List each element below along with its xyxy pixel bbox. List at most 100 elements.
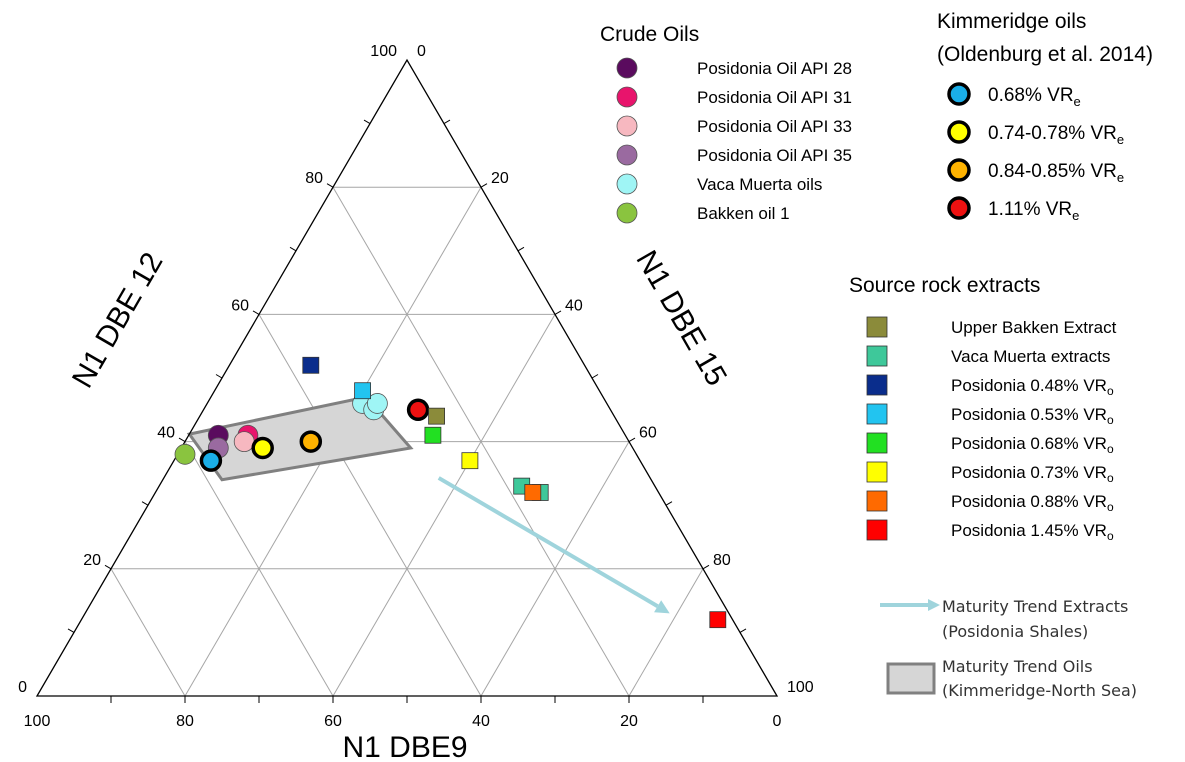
trend-oils-label-1: Maturity Trend Oils bbox=[942, 657, 1093, 676]
legend-kimmeridge-label: 0.68% VRe bbox=[988, 85, 1081, 109]
legend-crude-marker bbox=[616, 202, 638, 224]
legend-source-label: Posidonia 1.45% VRo bbox=[951, 521, 1114, 543]
tick-label-right: 60 bbox=[639, 425, 657, 442]
legend-kimmeridge-marker bbox=[947, 82, 971, 106]
trend-extracts-label-2: (Posidonia Shales) bbox=[942, 622, 1088, 641]
legend-source-label: Posidonia 0.73% VRo bbox=[951, 463, 1114, 485]
tick-mark-left bbox=[215, 374, 223, 379]
grid-line-dbe9 bbox=[110, 568, 186, 697]
legend-source-label: Posidonia 0.53% VRo bbox=[951, 405, 1114, 427]
legend-kimmeridge-oils: Kimmeridge oils (Oldenburg et al. 2014) … bbox=[937, 10, 1153, 223]
legend-crude-label: Vaca Muerta oils bbox=[697, 175, 822, 194]
legend-kimmeridge-label: 0.74-0.78% VRe bbox=[988, 123, 1124, 147]
data-points bbox=[174, 356, 727, 629]
legend-kimmeridge-marker bbox=[947, 196, 971, 220]
legend-source-marker bbox=[866, 316, 888, 338]
legend-source-marker bbox=[866, 461, 888, 483]
data-point-square bbox=[709, 611, 727, 629]
data-point-square bbox=[354, 382, 372, 400]
legend-crude-label: Posidonia Oil API 28 bbox=[697, 59, 852, 78]
data-point-circle bbox=[366, 393, 388, 414]
legend-crude-marker bbox=[616, 173, 638, 195]
tick-label-right: 80 bbox=[713, 552, 731, 569]
tick-mark-left bbox=[289, 246, 297, 252]
tick-mark-left bbox=[326, 183, 334, 188]
legend-kimmeridge-title-1: Kimmeridge oils bbox=[937, 10, 1086, 33]
tick-label-left: 100 bbox=[370, 43, 397, 60]
tick-label-right: 0 bbox=[417, 43, 426, 60]
tick-mark-right bbox=[702, 564, 710, 570]
data-point-circle bbox=[174, 443, 196, 465]
tick-label-bottom: 80 bbox=[176, 713, 194, 730]
axis-ticks: 100 80 60 40 20 0 0 20 40 60 80 100 0 20 40 60 80 100 bbox=[18, 43, 814, 730]
data-point-ringed-circle bbox=[251, 436, 274, 460]
legend-source-marker bbox=[866, 432, 888, 454]
data-point-ringed-circle bbox=[299, 430, 323, 453]
legend-crude-label: Posidonia Oil API 31 bbox=[697, 88, 852, 107]
tick-mark-left bbox=[252, 310, 260, 315]
data-point-ringed-circle bbox=[199, 449, 223, 472]
legend-source-label: Posidonia 0.48% VRo bbox=[951, 376, 1114, 398]
data-point-square bbox=[424, 426, 442, 444]
trend-extracts-label-1: Maturity Trend Extracts bbox=[942, 597, 1128, 616]
tick-label-left: 80 bbox=[305, 170, 323, 187]
legend-crude-marker bbox=[616, 86, 638, 108]
data-point-square bbox=[461, 452, 479, 470]
tick-label-left: 40 bbox=[157, 425, 175, 442]
legend-source-marker bbox=[866, 519, 888, 541]
ternary-outline bbox=[35, 58, 779, 697]
tick-mark-right bbox=[591, 374, 599, 379]
tick-label-left: 0 bbox=[18, 679, 27, 696]
legend-source-marker bbox=[866, 403, 888, 425]
ternary-grid bbox=[110, 186, 704, 697]
legend-source-title: Source rock extracts bbox=[849, 274, 1040, 297]
legend-crude-marker bbox=[616, 57, 638, 79]
tick-label-bottom: 40 bbox=[472, 713, 490, 730]
legend-crude-label: Posidonia Oil API 33 bbox=[697, 117, 852, 136]
legend-source-label: Posidonia 0.88% VRo bbox=[951, 492, 1114, 514]
trend-oils-label-2: (Kimmeridge-North Sea) bbox=[942, 681, 1137, 700]
tick-label-right: 40 bbox=[565, 297, 583, 314]
legend-kimmeridge-marker bbox=[947, 158, 971, 182]
grid-line-dbe15 bbox=[332, 314, 556, 697]
legend-crude-label: Posidonia Oil API 35 bbox=[697, 146, 852, 165]
tick-mark-left bbox=[67, 628, 75, 633]
tick-mark-right bbox=[554, 310, 562, 315]
tick-label-left: 60 bbox=[231, 297, 249, 314]
tick-label-left: 20 bbox=[83, 552, 101, 569]
legend-kimmeridge-title-2: (Oldenburg et al. 2014) bbox=[937, 43, 1153, 66]
data-point-circle bbox=[233, 431, 255, 453]
triangle-outline bbox=[35, 58, 779, 697]
legend-source-rock-extracts: Source rock extracts Upper Bakken Extrac… bbox=[849, 274, 1117, 543]
legend-kimmeridge-label: 1.11% VRe bbox=[988, 199, 1079, 223]
tick-mark-left bbox=[104, 564, 112, 570]
extract-arrow-head bbox=[654, 600, 670, 614]
tick-label-bottom: 100 bbox=[24, 713, 51, 730]
legend-crude-title: Crude Oils bbox=[600, 23, 699, 46]
tick-label-right: 100 bbox=[787, 679, 814, 696]
tick-label-bottom: 0 bbox=[773, 713, 782, 730]
legend-source-marker bbox=[866, 374, 888, 396]
extract-arrow-shaft bbox=[437, 476, 659, 608]
tick-mark-right bbox=[665, 501, 673, 506]
tick-mark-right bbox=[517, 246, 525, 252]
data-point-ringed-circle bbox=[406, 398, 430, 422]
tick-mark-right bbox=[628, 437, 636, 443]
tick-label-right: 20 bbox=[491, 170, 509, 187]
tick-mark-left bbox=[363, 119, 371, 125]
grid-line-dbe15 bbox=[480, 441, 630, 697]
legend-source-marker bbox=[866, 345, 888, 367]
data-point-square bbox=[524, 484, 542, 501]
tick-label-bottom: 60 bbox=[324, 713, 342, 730]
trend-notes: Maturity Trend Extracts (Posidonia Shale… bbox=[880, 597, 1137, 700]
grid-line-dbe15 bbox=[628, 568, 704, 697]
legend-source-label: Posidonia 0.68% VRo bbox=[951, 434, 1114, 456]
grid-line-dbe9 bbox=[258, 314, 482, 697]
legend-source-marker bbox=[866, 490, 888, 512]
legend-crude-oils: Crude Oils Posidonia Oil API 28 Posidonia… bbox=[600, 23, 852, 224]
tick-mark-right bbox=[443, 119, 451, 125]
legend-kimmeridge-marker bbox=[947, 120, 971, 144]
legend-crude-marker bbox=[616, 144, 638, 166]
trend-oils-swatch bbox=[886, 662, 936, 695]
